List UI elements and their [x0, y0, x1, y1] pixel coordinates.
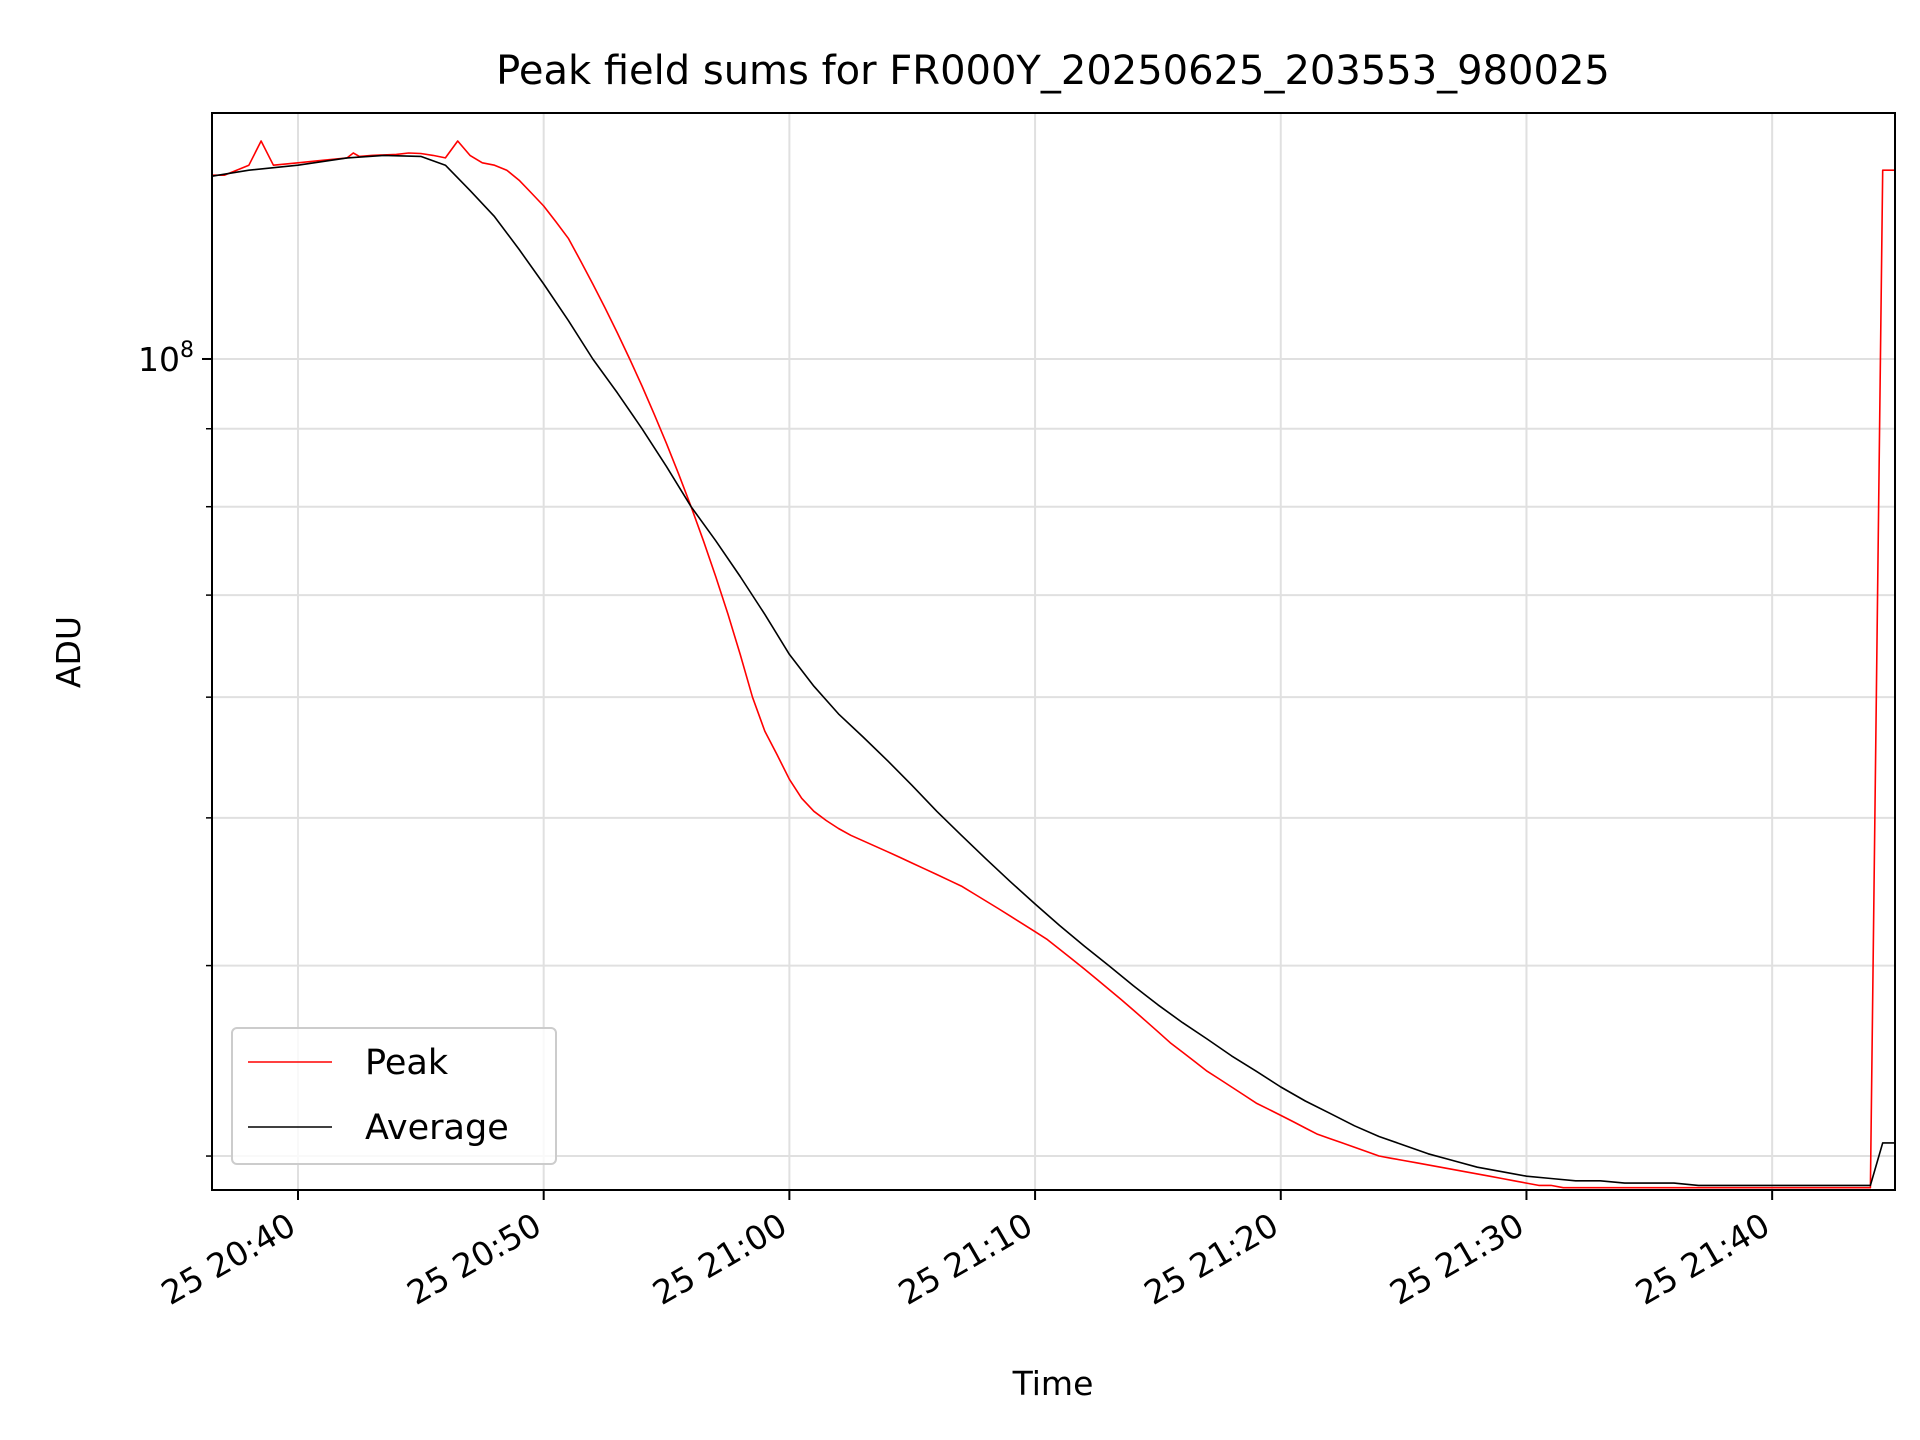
chart-title: Peak field sums for FR000Y_20250625_2035…: [496, 48, 1610, 94]
series-line-peak: [212, 140, 1895, 1189]
y-axis: 108: [138, 338, 212, 1157]
legend-average-label: Average: [365, 1108, 509, 1148]
y-axis-label: ADU: [49, 616, 88, 688]
legend: Peak Average: [231, 1027, 557, 1165]
plot-frame: [211, 112, 1896, 1191]
legend-peak-label: Peak: [365, 1043, 449, 1083]
series-line-average: [212, 154, 1895, 1187]
x-axis-label: Time: [1012, 1364, 1094, 1403]
series-layer: [212, 140, 1895, 1189]
y-tick-label: 108: [138, 338, 194, 379]
